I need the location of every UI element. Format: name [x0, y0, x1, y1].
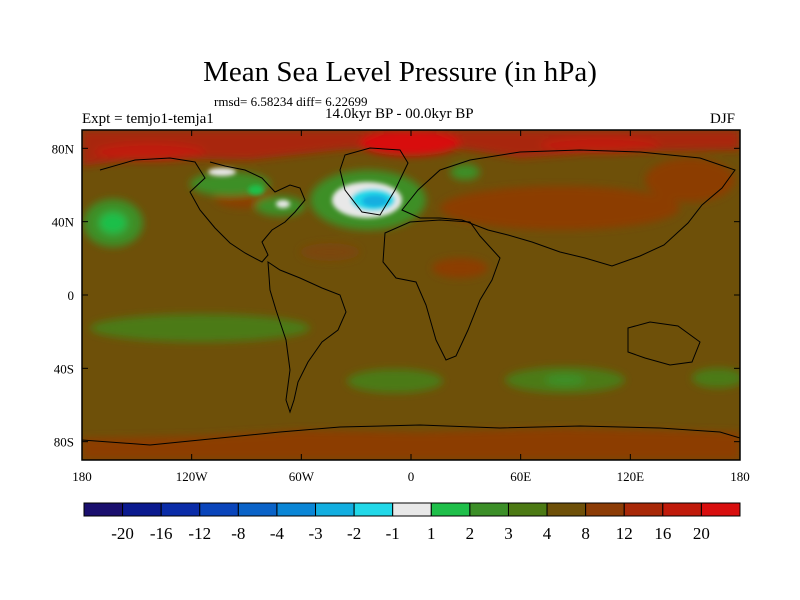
colorbar-swatch [662, 502, 702, 517]
natlantic-low-core [362, 195, 388, 207]
south-america-coast [267, 261, 347, 414]
scandinavia-negative-anomaly [450, 164, 480, 180]
colorbar-swatch [160, 502, 201, 517]
colorbar-label: -1 [386, 524, 400, 543]
colorbar-swatch [507, 502, 548, 517]
australia-coast [627, 321, 701, 366]
map-background [82, 130, 740, 460]
colorbar-swatch [700, 502, 741, 517]
greenland-coast [339, 147, 409, 216]
sindian-negative-core [545, 374, 585, 386]
greenland-sea-max-anomaly [360, 130, 460, 156]
colorbar-swatch [585, 502, 625, 517]
npacific-negative-core [99, 212, 127, 234]
north-america-coast [99, 157, 306, 263]
colorbar-label: -16 [150, 524, 173, 543]
asia-positive-anomaly [440, 186, 680, 230]
natlantic-positive-anomaly [300, 243, 360, 261]
colorbar-label: 20 [693, 524, 710, 543]
pressure-anomaly-fields [82, 130, 740, 460]
colorbar-label: -8 [231, 524, 245, 543]
x-tick-label: 180 [72, 469, 92, 484]
map-plot [82, 130, 740, 460]
coastlines [82, 147, 740, 446]
colorbar-swatch [469, 502, 509, 517]
y-tick-label: 80N [52, 141, 75, 156]
antarctic-positive-anomaly [82, 428, 740, 460]
experiment-label: Expt = temjo1-temja1 [82, 111, 214, 127]
africa-positive-anomaly [432, 258, 488, 278]
spacific-negative-anomaly [90, 314, 310, 342]
colorbar-label: 2 [466, 524, 475, 543]
colorbar-swatch [83, 502, 124, 517]
colorbar-label: 3 [504, 524, 513, 543]
x-tick-label: 0 [408, 469, 415, 484]
colorbar-label: 4 [543, 524, 552, 543]
x-tick-label: 60W [289, 469, 315, 484]
x-tick-label: 120E [617, 469, 645, 484]
colorbar-swatch [430, 502, 471, 517]
colorbar-swatch [199, 502, 239, 517]
colorbar-swatch [353, 502, 394, 517]
colorbar-label: -4 [270, 524, 285, 543]
colorbar-swatch [122, 502, 162, 517]
colorbar-swatch [276, 502, 317, 517]
latitude-axis: 80N 40N 0 40S 80S [52, 141, 740, 450]
africa-coast [382, 219, 501, 361]
colorbar-label: 16 [654, 524, 671, 543]
satlantic-negative-anomaly [347, 369, 443, 393]
y-tick-label: 40S [54, 361, 74, 376]
labrador-low [276, 200, 290, 208]
colorbar-legend: -20 -16 -12 -8 -4 -3 -2 -1 1 2 3 4 8 12 16 20 [83, 502, 741, 543]
period-label: 14.0kyr BP - 00.0kyr BP [325, 106, 474, 122]
chart-title: Mean Sea Level Pressure (in hPa) [203, 56, 597, 88]
longitude-axis: 180 120W 60W 0 60E 120E 180 [72, 130, 750, 484]
y-tick-label: 0 [68, 288, 75, 303]
colorbar-label: 12 [616, 524, 633, 543]
colorbar-swatch [315, 502, 355, 517]
y-tick-label: 80S [54, 435, 74, 450]
colorbar-label: -12 [188, 524, 211, 543]
season-label: DJF [710, 111, 736, 127]
bering-positive-anomaly [95, 143, 205, 161]
colorbar-swatch [546, 502, 587, 517]
y-tick-label: 40N [52, 215, 75, 230]
x-tick-label: 60E [510, 469, 531, 484]
colorbar-swatch [237, 502, 278, 517]
x-tick-label: 120W [176, 469, 209, 484]
colorbar-label: -3 [308, 524, 322, 543]
antarctica-coast [82, 424, 740, 446]
colorbar-swatch [623, 502, 664, 517]
npacific-positive-anomaly [645, 158, 735, 202]
rmsd-diff-text: rmsd= 6.58234 diff= 6.22699 [214, 94, 368, 109]
colorbar-label: 8 [581, 524, 590, 543]
spacific-east-negative-anomaly [692, 368, 740, 388]
strong-negative-anomalies [208, 168, 402, 218]
siberia-positive-anomaly [540, 137, 660, 153]
colorbar-label: -2 [347, 524, 361, 543]
eurasia-coast [401, 149, 736, 267]
x-tick-label: 180 [730, 469, 750, 484]
canada-low-green [248, 185, 264, 195]
colorbar-swatch [392, 502, 432, 517]
colorbar-label: 1 [427, 524, 436, 543]
colorbar-label: -20 [111, 524, 134, 543]
hudson-low [208, 168, 236, 176]
